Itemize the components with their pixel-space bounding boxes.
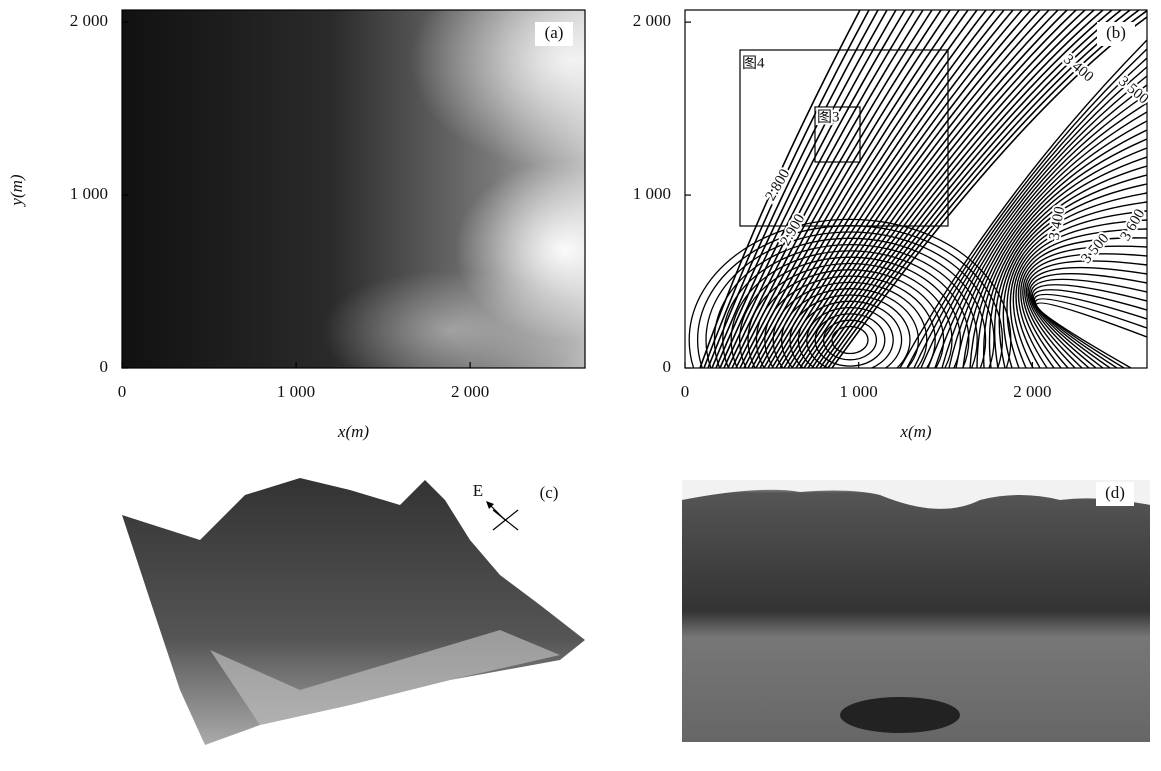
y-axis-label: y(m) [7,174,26,207]
y-tick-label: 1 000 [633,184,671,203]
terrain-3d [122,478,585,745]
panel-label: (d) [1105,483,1125,502]
photo [682,480,1150,742]
contour-label: 图3 [817,108,840,125]
figure: 0 1 000 2 000 0 1 000 2 000 x(m) y(m) (a) 0 1 000 2… [0,0,1161,771]
y-tick-label: 1 000 [70,184,108,203]
x-axis-label: x(m) [337,422,369,441]
contour-label: 图4 [742,54,765,71]
y-tick-label: 2 000 [633,11,671,30]
panel-label: (c) [540,483,559,502]
x-tick-label: 1 000 [277,382,315,401]
y-tick-label: 0 [100,357,109,376]
x-tick-label: 1 000 [840,382,878,401]
y-tick-label: 2 000 [70,11,108,30]
panel-label: (a) [545,23,564,42]
x-tick-label: 0 [118,382,127,401]
x-tick-label: 2 000 [451,382,489,401]
y-tick-label: 0 [663,357,672,376]
compass-label: E [473,481,483,500]
x-axis-label: x(m) [899,422,931,441]
x-tick-label: 2 000 [1013,382,1051,401]
x-tick-label: 0 [681,382,690,401]
panel-label: (b) [1106,23,1126,42]
